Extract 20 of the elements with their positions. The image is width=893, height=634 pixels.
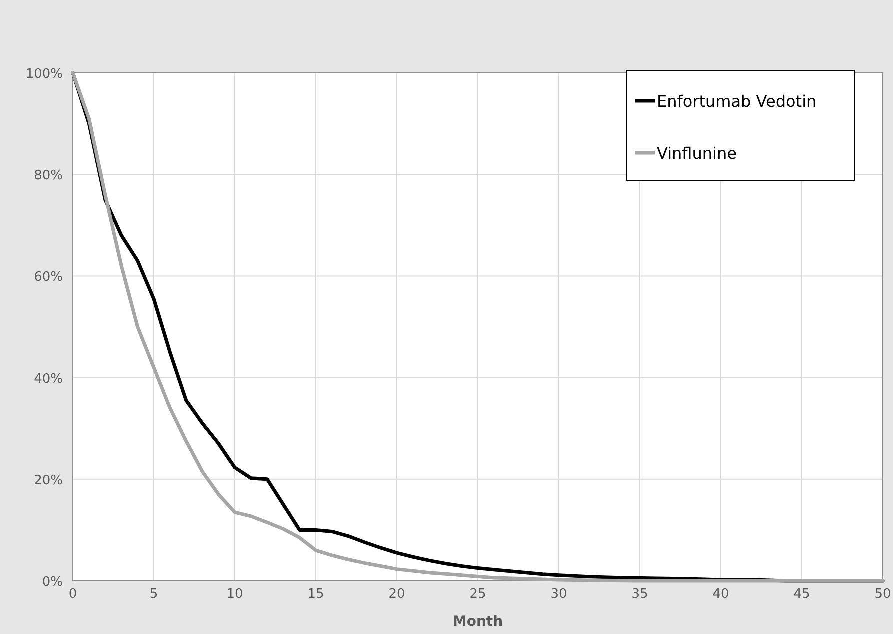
- x-tick-label: 30: [550, 587, 568, 602]
- x-tick-label: 45: [794, 587, 810, 602]
- x-tick-label: 35: [632, 587, 648, 602]
- x-tick-label: 50: [874, 587, 892, 602]
- y-tick-label: 100%: [26, 67, 63, 82]
- x-tick-label: 5: [150, 587, 158, 602]
- y-tick-label: 60%: [34, 270, 63, 286]
- x-axis-title: Month: [452, 614, 504, 630]
- x-tick-label: 40: [712, 587, 730, 602]
- x-tick-label: 25: [470, 587, 486, 602]
- x-tick-label: 0: [68, 587, 78, 602]
- y-tick-label: 80%: [34, 168, 63, 184]
- x-tick-label: 20: [388, 587, 406, 602]
- legend-label: Vinflunine: [657, 144, 737, 163]
- legend-label: Enfortumab Vedotin: [657, 92, 817, 111]
- y-tick-label: 20%: [34, 473, 63, 488]
- x-tick-label: 15: [308, 587, 324, 602]
- y-tick-label: 0%: [42, 575, 63, 590]
- y-tick-label: 40%: [34, 372, 63, 387]
- x-tick-label: 10: [226, 587, 244, 602]
